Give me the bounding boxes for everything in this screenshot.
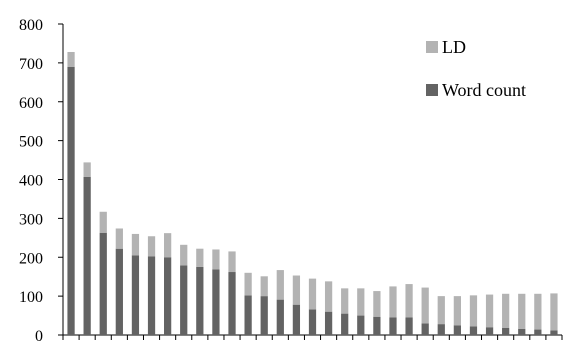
bar-ld	[518, 293, 526, 329]
bar-ld	[389, 286, 397, 318]
bar-word-count	[373, 316, 381, 335]
bar-ld	[357, 288, 365, 316]
y-tick-label: 700	[19, 56, 43, 73]
bar-word-count	[341, 313, 349, 335]
bar-ld	[67, 51, 75, 67]
bar-ld	[373, 291, 381, 317]
bar-word-count	[453, 325, 461, 335]
bar-ld	[180, 244, 188, 266]
bar-ld	[228, 251, 236, 273]
bar-ld	[341, 288, 349, 314]
bar-word-count	[196, 266, 204, 335]
legend: LD Word count	[426, 37, 526, 100]
bar-word-count	[164, 257, 172, 335]
y-tick-label: 100	[19, 289, 43, 306]
bar-ld	[453, 296, 461, 326]
bar-word-count	[147, 256, 156, 335]
bar-ld	[502, 293, 510, 329]
bar-word-count	[244, 295, 252, 335]
y-tick-label: 300	[19, 211, 43, 228]
bar-word-count	[389, 317, 397, 335]
bar-word-count	[324, 311, 333, 335]
bar-word-count	[357, 315, 365, 335]
bar-ld	[83, 162, 91, 177]
bar-word-count	[276, 299, 284, 335]
bar-word-count	[437, 324, 445, 335]
bars	[67, 51, 558, 335]
legend-swatch	[426, 84, 438, 96]
bar-ld	[131, 233, 140, 256]
bar-word-count	[421, 323, 429, 335]
bar-word-count	[67, 66, 75, 335]
bar-ld	[164, 233, 172, 258]
y-tick-label: 400	[19, 173, 43, 190]
bar-word-count	[212, 269, 220, 335]
bar-word-count	[534, 329, 542, 335]
bar-word-count	[469, 326, 478, 335]
bar-ld	[324, 281, 333, 312]
x-axis	[62, 334, 563, 340]
y-axis: 0 100 200 300 400 500 600 700 800	[19, 17, 64, 341]
bar-ld	[196, 248, 204, 267]
y-tick-label: 500	[19, 134, 43, 151]
bar-word-count	[292, 304, 301, 335]
bar-word-count	[518, 328, 526, 335]
bar-ld	[550, 293, 558, 331]
bar-ld	[405, 284, 413, 318]
bar-ld	[260, 276, 268, 297]
y-tick-label: 600	[19, 95, 43, 112]
bar-word-count	[180, 265, 188, 335]
bar-word-count	[83, 176, 91, 335]
bar-word-count	[308, 309, 317, 335]
bar-word-count	[550, 330, 558, 335]
bar-ld	[308, 278, 317, 310]
bar-word-count	[260, 296, 268, 335]
bar-ld	[469, 295, 478, 327]
legend-label: LD	[442, 37, 466, 57]
bar-ld	[115, 228, 123, 249]
y-tick-label: 0	[35, 328, 43, 341]
bar-ld	[212, 249, 220, 270]
bar-ld	[276, 270, 284, 300]
bar-word-count	[115, 248, 123, 335]
bar-ld	[99, 211, 107, 233]
bar-ld	[534, 293, 542, 330]
bar-word-count	[131, 255, 140, 335]
bar-ld	[421, 287, 429, 324]
bar-word-count	[485, 327, 494, 335]
bar-word-count	[228, 272, 236, 335]
bar-ld	[244, 272, 252, 296]
bar-word-count	[502, 328, 510, 335]
legend-swatch	[426, 41, 438, 53]
bar-ld	[147, 236, 156, 257]
y-tick-label: 800	[19, 17, 43, 34]
y-tick-label: 200	[19, 250, 43, 267]
bar-word-count	[99, 232, 107, 335]
bar-ld	[485, 294, 494, 328]
legend-label: Word count	[442, 80, 526, 100]
bar-ld	[292, 275, 301, 305]
bar-ld	[437, 296, 445, 325]
bar-word-count	[405, 317, 413, 335]
